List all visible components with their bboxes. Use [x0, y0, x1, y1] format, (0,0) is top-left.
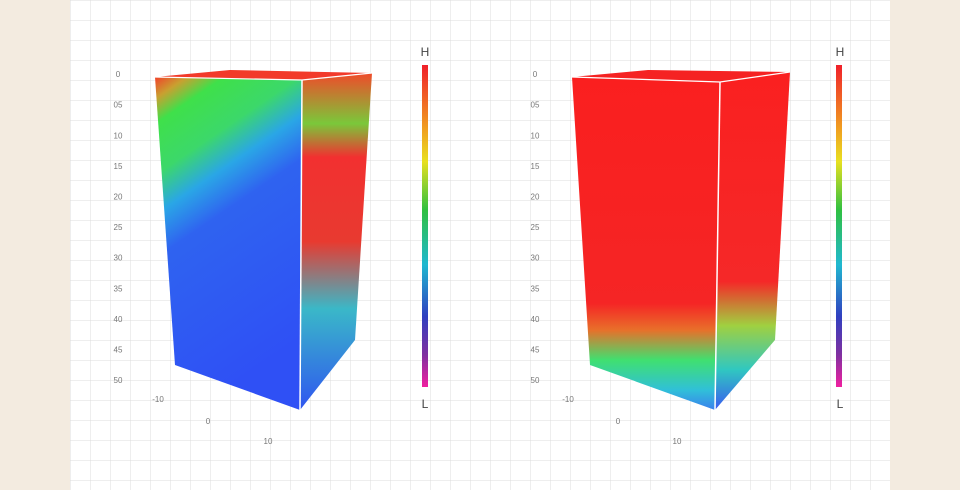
legend-low: L [422, 397, 429, 411]
depth-label: 40 [531, 315, 540, 324]
legend-low: L [837, 397, 844, 411]
top-face [572, 70, 790, 82]
top-face [155, 70, 372, 80]
depth-label: 0 [116, 70, 121, 79]
width-label: -10 [562, 395, 574, 404]
color-scale [422, 65, 428, 387]
depth-label: 50 [114, 376, 123, 385]
width-label: 0 [206, 417, 211, 426]
legend-high: H [836, 45, 845, 59]
depth-label: 15 [531, 162, 540, 171]
depth-label: 30 [114, 254, 123, 263]
edge [299, 79, 303, 411]
depth-label: 35 [531, 284, 540, 293]
width-label: 0 [616, 417, 621, 426]
depth-label: 05 [531, 101, 540, 110]
side-face [715, 72, 790, 410]
depth-label: 10 [531, 131, 540, 140]
depth-label: 45 [114, 346, 123, 355]
side-face [300, 73, 372, 410]
depth-label: 50 [531, 376, 540, 385]
width-label: 10 [673, 437, 682, 446]
depth-label: 45 [531, 346, 540, 355]
depth-label: 25 [531, 223, 540, 232]
edge [714, 81, 721, 411]
depth-label: 35 [114, 284, 123, 293]
depth-label: 0 [533, 70, 538, 79]
depth-label: 10 [114, 131, 123, 140]
right-volume [571, 70, 791, 411]
front-face [155, 77, 302, 410]
depth-label: 20 [114, 193, 123, 202]
depth-label: 20 [531, 193, 540, 202]
legend-high: H [421, 45, 430, 59]
left-volume [154, 70, 373, 411]
depth-label: 05 [114, 101, 123, 110]
color-scale [836, 65, 842, 387]
depth-label: 30 [531, 254, 540, 263]
depth-label: 40 [114, 315, 123, 324]
width-label: 10 [264, 437, 273, 446]
width-label: -10 [152, 395, 164, 404]
depth-label: 25 [114, 223, 123, 232]
front-face [572, 77, 720, 410]
depth-label: 15 [114, 162, 123, 171]
